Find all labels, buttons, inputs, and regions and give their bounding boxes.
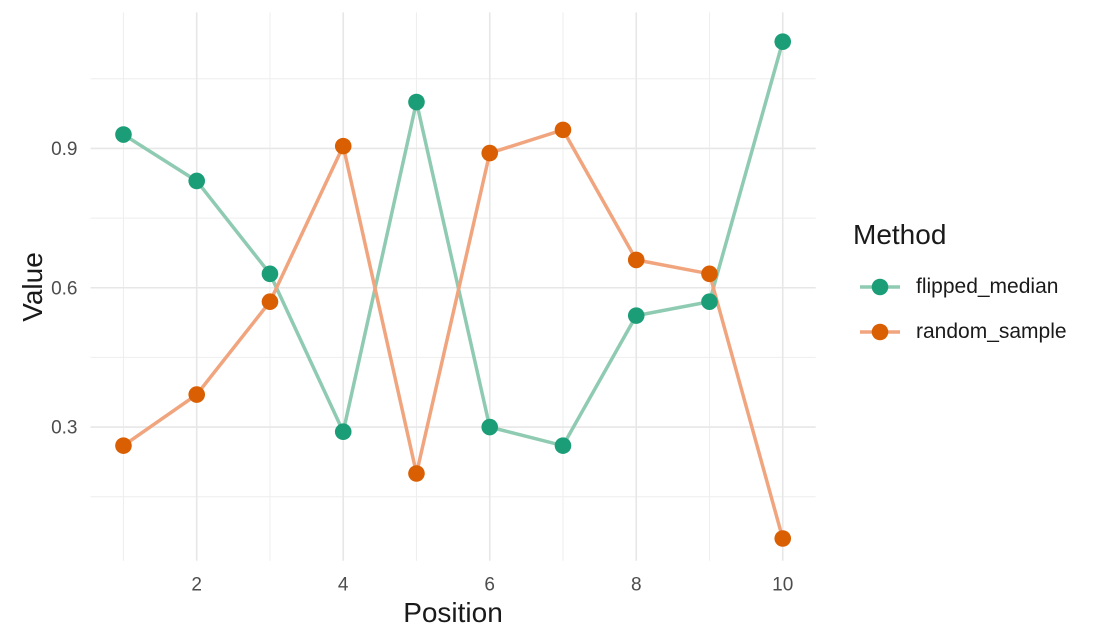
data-point-random_sample xyxy=(554,121,572,139)
y-tick-label: 0.9 xyxy=(51,139,77,160)
x-axis-title: Position xyxy=(403,597,503,628)
data-point-random_sample xyxy=(627,251,645,269)
data-point-flipped_median xyxy=(188,172,206,190)
data-point-random_sample xyxy=(408,465,425,482)
series-line-random_sample xyxy=(122,127,785,539)
x-tick-label: 6 xyxy=(484,575,495,596)
data-point-flipped_median xyxy=(334,423,352,441)
data-point-random_sample xyxy=(774,530,792,547)
data-point-flipped_median xyxy=(261,265,279,283)
x-tick-label: 4 xyxy=(338,575,349,596)
data-point-flipped_median xyxy=(774,33,792,50)
data-point-random_sample xyxy=(115,437,132,454)
series-line-flipped_median xyxy=(122,41,785,448)
y-tick-label: 0.3 xyxy=(51,418,77,439)
data-point-flipped_median xyxy=(554,437,572,454)
data-point-flipped_median xyxy=(481,418,499,436)
data-point-flipped_median xyxy=(627,307,645,324)
data-point-random_sample xyxy=(261,293,279,310)
data-point-random_sample xyxy=(188,386,206,403)
x-tick-label: 2 xyxy=(191,575,202,596)
data-point-flipped_median xyxy=(115,126,132,143)
data-point-random_sample xyxy=(481,144,499,162)
data-point-random_sample xyxy=(701,265,718,283)
data-point-random_sample xyxy=(334,137,352,155)
x-tick-label: 8 xyxy=(631,575,642,596)
data-point-flipped_median xyxy=(408,93,425,111)
data-point-flipped_median xyxy=(701,293,718,310)
y-axis-title: Value xyxy=(17,252,48,322)
y-tick-label: 0.6 xyxy=(51,278,77,299)
x-tick-label: 10 xyxy=(772,575,793,596)
